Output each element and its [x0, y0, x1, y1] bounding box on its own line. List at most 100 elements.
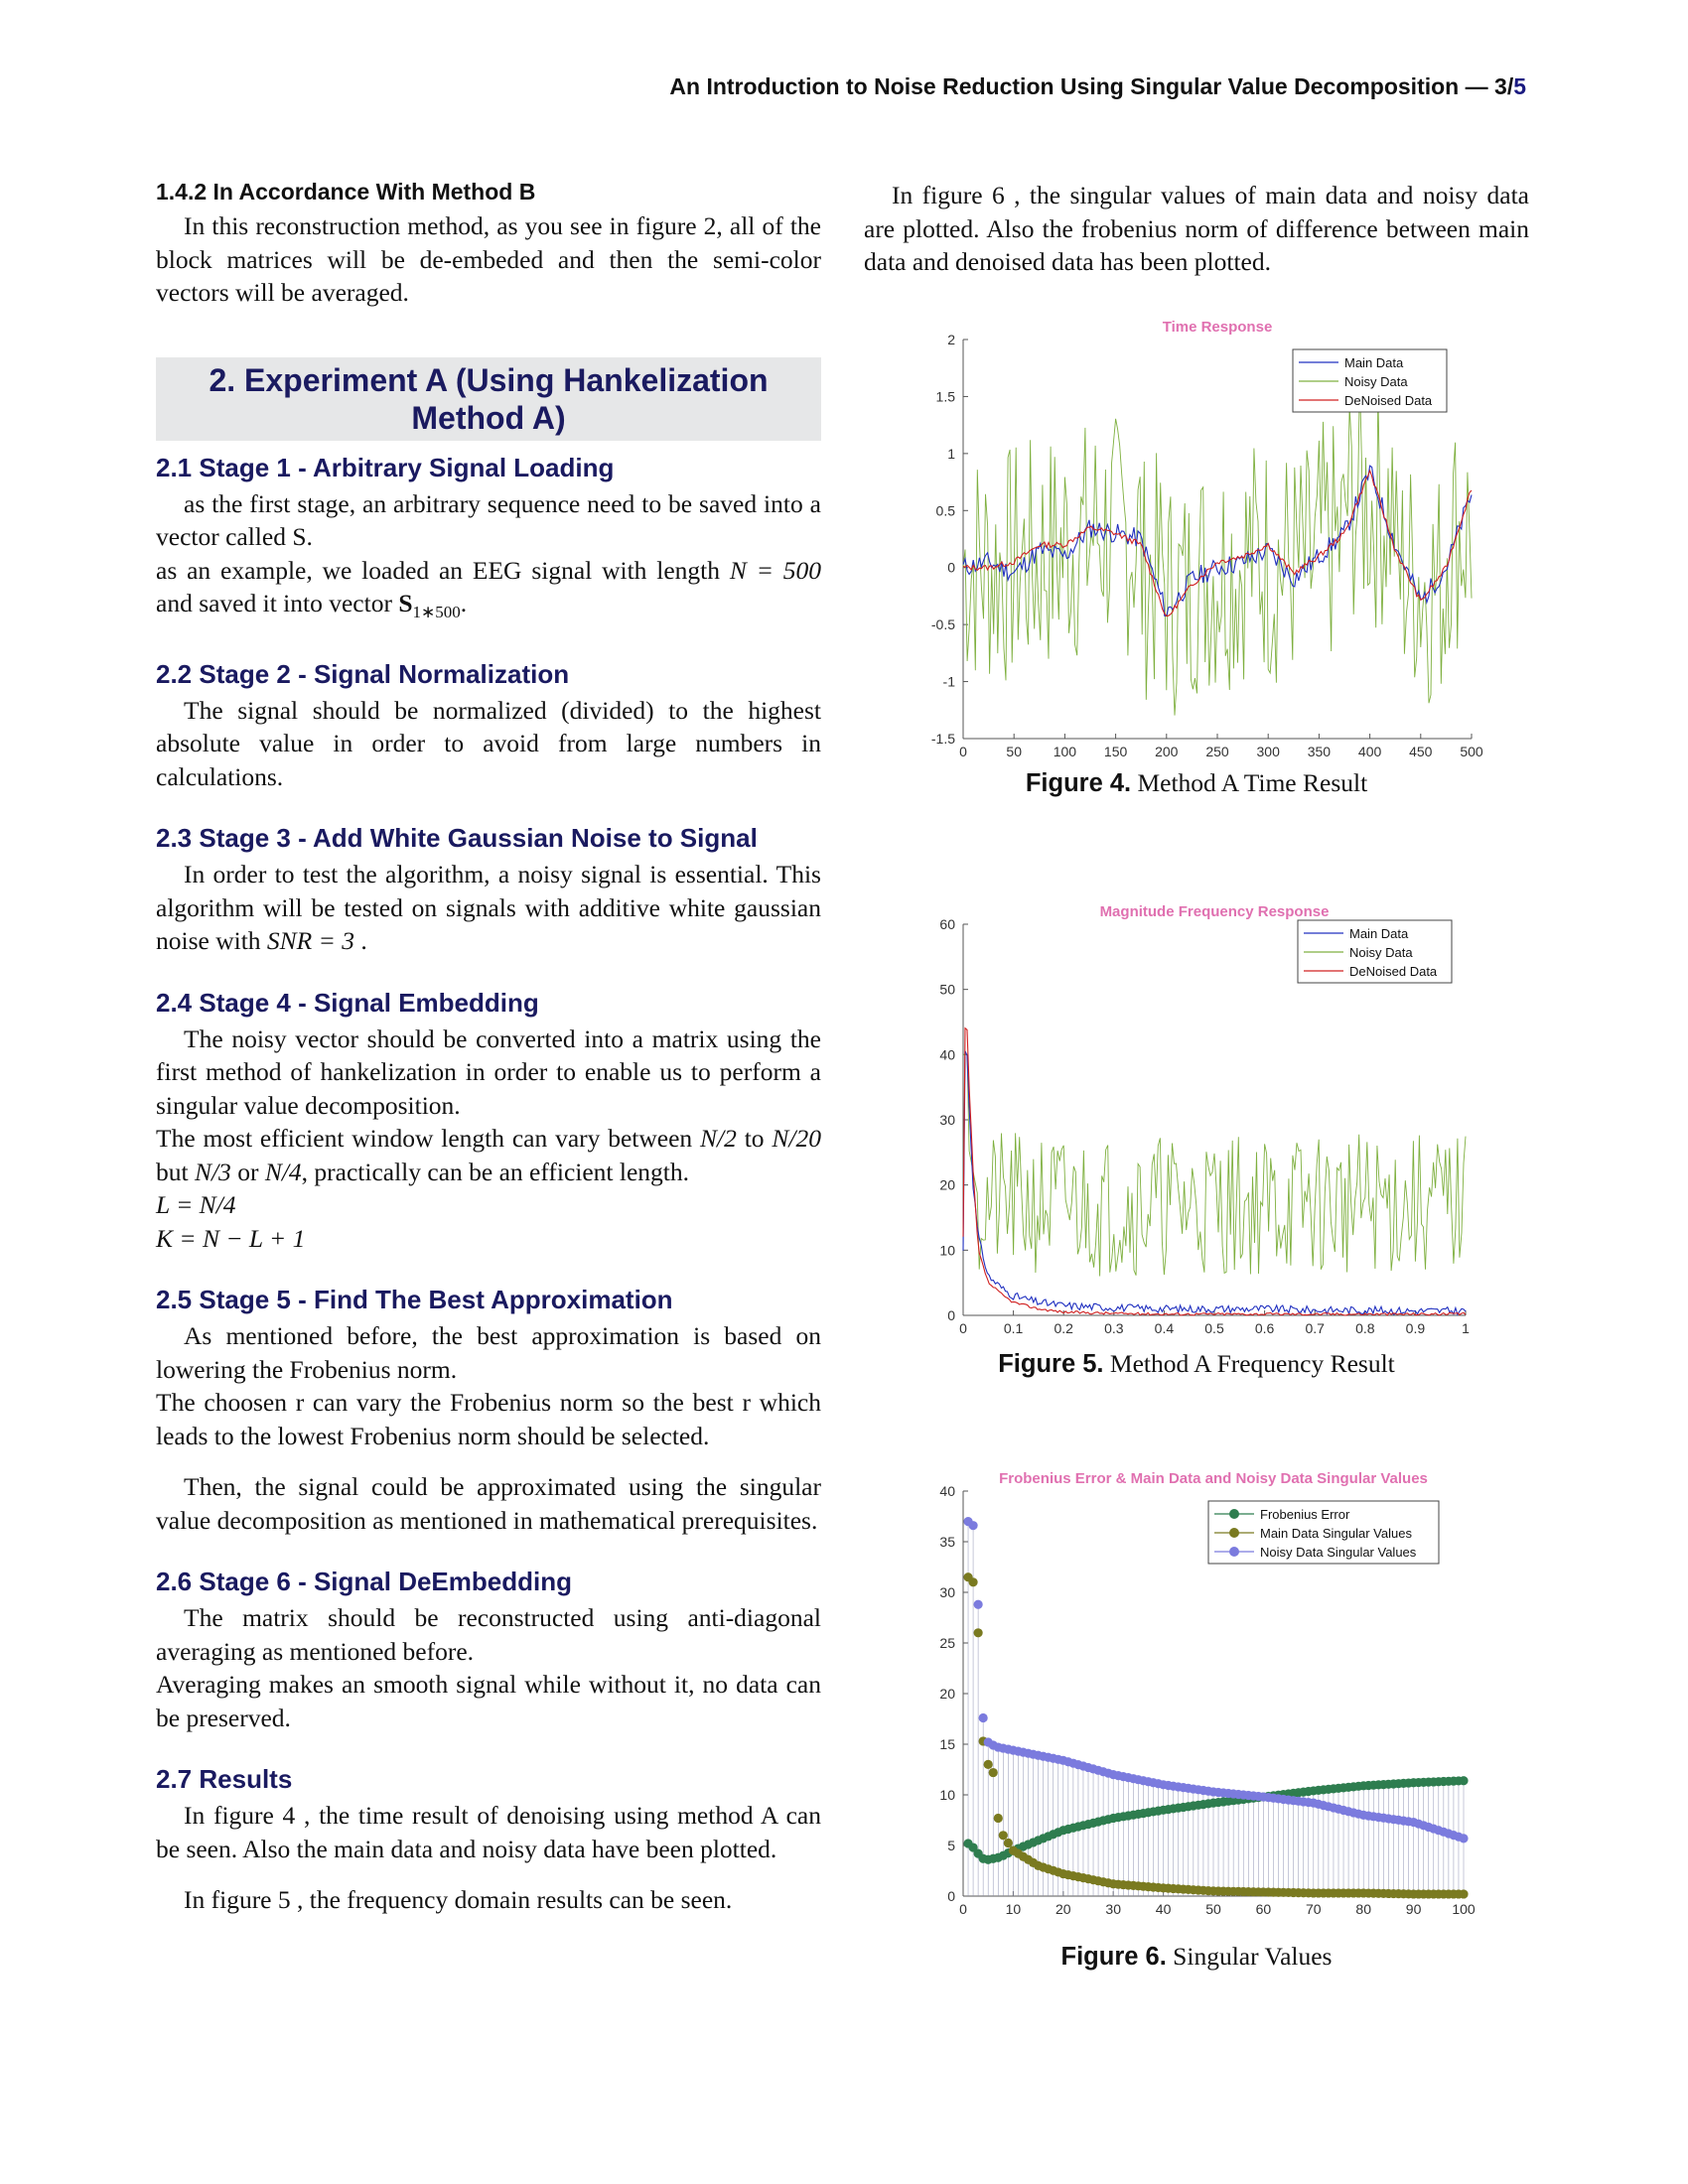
x-tick-label: 30 [1105, 1901, 1121, 1917]
section-2-5-title: 2.5 Stage 5 - Find The Best Approximatio… [156, 1285, 673, 1315]
x-tick-label: 100 [1054, 744, 1077, 759]
y-tick-label: 35 [939, 1534, 955, 1550]
legend-marker [1229, 1528, 1239, 1538]
page-number: 3 [1494, 73, 1507, 99]
x-tick-label: 0.7 [1305, 1320, 1325, 1336]
point-noisy-data-singular-values [973, 1599, 983, 1609]
y-tick-label: 1.5 [936, 388, 956, 404]
series-line-denoised-data [962, 469, 1473, 617]
x-tick-label: 0.8 [1355, 1320, 1375, 1336]
point-main-data-singular-values [973, 1628, 983, 1638]
x-tick-label: 500 [1460, 744, 1483, 759]
series-line-main-data [962, 1050, 1467, 1316]
section-2-7-paragraph-2: In figure 5 , the frequency domain resul… [184, 1885, 733, 1915]
x-tick-label: 300 [1257, 744, 1281, 759]
chart-title: Magnitude Frequency Response [1100, 903, 1330, 920]
y-tick-label: 30 [939, 1112, 955, 1128]
point-main-data-singular-values [968, 1577, 978, 1587]
series-line-denoised-data [962, 1026, 1467, 1316]
section-2-5-paragraph-3: Then, the signal could be approximated u… [156, 1472, 821, 1535]
section-2-2-paragraph: The signal should be normalized (divided… [156, 695, 821, 791]
y-tick-label: 20 [939, 1177, 955, 1193]
y-tick-label: 15 [939, 1736, 955, 1752]
section-2-6-title: 2.6 Stage 6 - Signal DeEmbedding [156, 1567, 572, 1597]
point-main-data-singular-values [998, 1831, 1008, 1841]
point-noisy-data-singular-values [1459, 1834, 1469, 1843]
left-column: 1.4.2 In Accordance With Method B In thi… [156, 179, 821, 1917]
x-tick-label: 0.4 [1155, 1320, 1175, 1336]
y-tick-label: 10 [939, 1242, 955, 1258]
legend-marker [1229, 1547, 1239, 1557]
x-tick-label: 0 [959, 1320, 967, 1336]
y-tick-label: -0.5 [931, 616, 955, 632]
y-tick-label: 50 [939, 982, 955, 998]
point-frobenius-error [968, 1843, 978, 1852]
point-noisy-data-singular-values [978, 1712, 988, 1723]
legend-label: Noisy Data [1349, 945, 1413, 960]
legend-label: DeNoised Data [1349, 964, 1438, 979]
section-2-title: 2. Experiment A (Using Hankelization Met… [156, 356, 821, 441]
point-main-data-singular-values [1459, 1889, 1469, 1899]
section-2-6-paragraph-2: Averaging makes an smooth signal while w… [156, 1670, 821, 1732]
y-tick-label: 40 [939, 1483, 955, 1499]
magnitude-frequency-chart: 0 0.1 0.2 0.3 0.4 0.5 0.6 0.7 0.8 0.9 101020304050… [939, 903, 1470, 1336]
y-tick-label: 60 [939, 916, 955, 932]
x-tick-label: 50 [1006, 744, 1022, 759]
y-tick-label: 0.5 [936, 502, 956, 518]
figure-5-caption: Figure 5. Method A Frequency Result [998, 1349, 1395, 1378]
y-tick-label: 20 [939, 1686, 955, 1702]
section-2-4-paragraph-2: The most efficient window length can var… [156, 1124, 821, 1186]
section-2-2-title: 2.2 Stage 2 - Signal Normalization [156, 658, 570, 689]
section-2-7-paragraph-1: In figure 4 , the time result of denoisi… [156, 1801, 821, 1863]
section-2-3-paragraph: In order to test the algorithm, a noisy … [156, 860, 821, 956]
right-intro-paragraph: In figure 6 , the singular values of mai… [864, 181, 1529, 276]
singular-values-chart: 0 10 20 30 40 50 60 70 80 90 100 0 5 10 15 20 25 30 35 40 Fr… [939, 1470, 1475, 1917]
y-tick-label: 2 [947, 332, 955, 347]
x-tick-label: 50 [1205, 1901, 1221, 1917]
series-line-noisy-data [963, 1053, 1467, 1277]
right-column: In figure 6 , the singular values of mai… [864, 179, 1529, 279]
section-2-6-paragraph-1: The matrix should be reconstructed using… [156, 1603, 821, 1666]
legend-label: Main Data [1349, 926, 1409, 941]
figure-5: 0 0.1 0.2 0.3 0.4 0.5 0.6 0.7 0.8 0.9 1 0 10 20 30 40 50… [864, 881, 1529, 1379]
section-2-4-title: 2.4 Stage 4 - Signal Embedding [156, 987, 539, 1018]
x-tick-label: 10 [1006, 1901, 1022, 1917]
x-tick-label: 0.2 [1054, 1320, 1073, 1336]
section-2-4-paragraph-1: The noisy vector should be converted int… [156, 1024, 821, 1120]
page-total: 5 [1513, 73, 1526, 99]
legend-label: Noisy Data Singular Values [1260, 1545, 1417, 1560]
equation-k: K = N − L + 1 [156, 1223, 306, 1253]
x-tick-label: 200 [1155, 744, 1179, 759]
x-tick-label: 0.6 [1255, 1320, 1275, 1336]
x-tick-label: 0.9 [1406, 1320, 1426, 1336]
y-tick-label: 1 [947, 446, 955, 462]
x-tick-label: 70 [1306, 1901, 1322, 1917]
x-tick-label: 0.3 [1104, 1320, 1124, 1336]
x-tick-label: 80 [1355, 1901, 1371, 1917]
point-frobenius-error [1459, 1776, 1469, 1786]
series-line-noisy-data [962, 378, 1473, 716]
legend-label: Main Data [1344, 355, 1404, 370]
y-tick-label: 5 [947, 1838, 955, 1853]
x-tick-label: 1 [1462, 1320, 1470, 1336]
x-tick-label: 0.1 [1004, 1320, 1024, 1336]
section-2-1-paragraph-2: as an example, we loaded an EEG signal w… [156, 555, 821, 622]
section-1-4-2-title: 1.4.2 In Accordance With Method B [156, 179, 536, 205]
section-2-1-paragraph-1: as the first stage, an arbitrary sequenc… [156, 488, 821, 552]
section-2-7-title: 2.7 Results [156, 1764, 293, 1795]
point-noisy-data-singular-values [968, 1521, 978, 1531]
legend-label: Frobenius Error [1260, 1507, 1350, 1522]
point-main-data-singular-values [983, 1759, 993, 1769]
point-main-data-singular-values [1003, 1838, 1013, 1848]
x-tick-label: 0 [959, 744, 967, 759]
legend-label: DeNoised Data [1344, 393, 1433, 408]
x-tick-label: 0 [959, 1901, 967, 1917]
figure-4-caption: Figure 4. Method A Time Result [1025, 768, 1368, 797]
figure-4: 0 50 100 150 200 250 300 350 400 450 500 -1.5 -1 -0.5… [864, 310, 1529, 798]
legend-marker [1229, 1509, 1239, 1519]
x-tick-label: 20 [1055, 1901, 1071, 1917]
x-tick-label: 250 [1205, 744, 1229, 759]
figure-6-caption: Figure 6. Singular Values [1060, 1942, 1333, 1971]
x-tick-label: 90 [1406, 1901, 1422, 1917]
y-tick-label: 0 [947, 560, 955, 576]
